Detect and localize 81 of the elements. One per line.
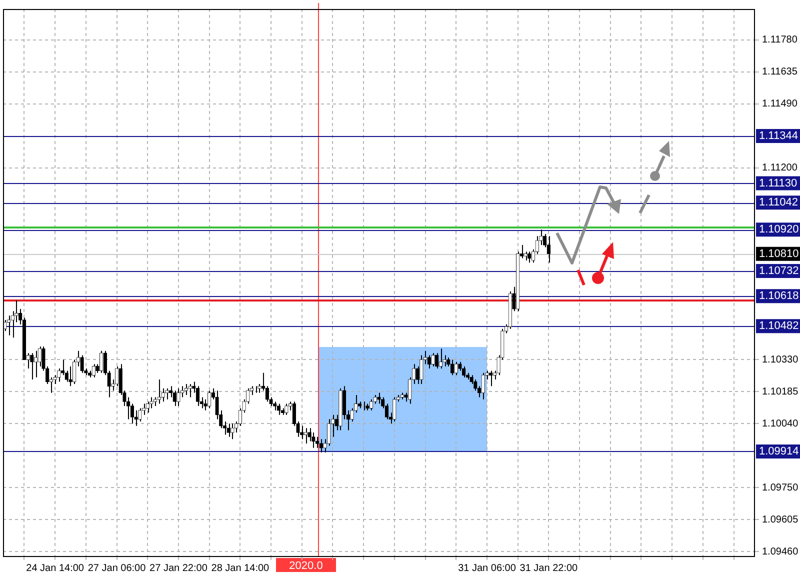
candlestick <box>68 366 72 387</box>
candlestick <box>342 386 346 420</box>
candlestick <box>369 398 374 411</box>
candlestick <box>284 403 288 416</box>
candlestick <box>226 423 230 438</box>
candlestick <box>230 423 234 440</box>
candlestick <box>80 354 84 374</box>
candlestick <box>42 346 46 372</box>
x-tick-label: 27 Jan 06:00 <box>88 562 146 574</box>
candlestick <box>92 364 96 378</box>
candlestick <box>319 438 323 453</box>
candlestick <box>438 348 443 370</box>
candlestick <box>392 396 396 422</box>
candlestick <box>512 286 516 312</box>
candlestick <box>462 366 466 378</box>
ref-line-label: 1.10810 <box>759 248 799 260</box>
candlestick <box>188 383 192 398</box>
candlestick <box>520 244 524 259</box>
candlestick <box>138 408 142 422</box>
candlestick <box>528 251 532 264</box>
y-tick-label: 1.09460 <box>762 546 799 558</box>
ref-line-label: 1.10482 <box>759 320 799 332</box>
ref-line-label: 1.10618 <box>759 290 799 302</box>
candlestick <box>416 366 420 384</box>
candlestick <box>431 352 435 367</box>
ref-line-label: 1.11344 <box>759 130 798 142</box>
y-tick-label: 1.11780 <box>762 34 798 46</box>
y-tick-label: 1.11490 <box>762 98 798 110</box>
y-tick-label: 1.10040 <box>762 418 799 430</box>
candlestick <box>176 388 180 407</box>
candlestick <box>474 379 478 392</box>
candlestick <box>450 359 454 376</box>
candlestick <box>427 354 431 370</box>
x-tick-label: 31 Jan 06:00 <box>458 562 516 574</box>
candlestick <box>172 390 176 407</box>
candlestick <box>546 236 551 264</box>
ref-line-label: 1.10920 <box>759 224 799 236</box>
candlestick <box>126 396 130 420</box>
ref-line-label: 1.11042 <box>759 196 798 209</box>
candlestick <box>207 390 212 409</box>
candlestick <box>46 366 50 384</box>
candlestick <box>6 315 11 336</box>
candlestick <box>315 436 320 448</box>
candlestick <box>276 403 281 416</box>
candlestick <box>184 383 188 396</box>
x-tick-label: 31 Jan 22:00 <box>520 562 578 574</box>
y-tick-label: 1.11635 <box>762 66 798 78</box>
candlestick <box>435 352 439 370</box>
candlestick <box>454 361 458 376</box>
candlestick <box>312 432 316 448</box>
candlestick <box>308 428 312 442</box>
x-tick-label: 28 Jan 14:00 <box>211 562 270 574</box>
candlestick <box>146 401 150 414</box>
candlestick <box>377 392 381 404</box>
x-tick-label: 27 Jan 22:00 <box>150 562 208 574</box>
candlestick <box>58 368 60 382</box>
candlestick <box>60 359 65 376</box>
candlestick <box>204 398 208 411</box>
candlestick <box>196 386 200 407</box>
y-tick-label: 1.11200 <box>762 162 798 174</box>
candlestick <box>30 352 34 380</box>
candlestick <box>300 425 304 440</box>
ref-line-label: 1.09914 <box>759 445 799 458</box>
y-tick-label: 1.10185 <box>762 386 799 398</box>
y-tick-label: 1.09605 <box>762 514 799 526</box>
ref-line-label: 1.10732 <box>759 265 799 278</box>
candlestick <box>489 370 493 387</box>
candlestick <box>420 354 424 384</box>
candlestick <box>304 428 308 444</box>
candlestick <box>150 396 154 409</box>
y-tick-label: 1.09750 <box>762 482 799 494</box>
candlestick <box>34 350 38 378</box>
candlestick <box>168 386 173 398</box>
candlestick <box>10 310 14 338</box>
candlestick <box>165 388 169 400</box>
x-tick-label: 24 Jan 14:00 <box>26 562 84 574</box>
candlestick <box>100 350 104 374</box>
y-tick-label: 1.10330 <box>762 354 799 366</box>
candlestick <box>481 372 485 400</box>
ref-line-label: 1.11130 <box>759 177 798 190</box>
candlestick <box>72 359 76 384</box>
